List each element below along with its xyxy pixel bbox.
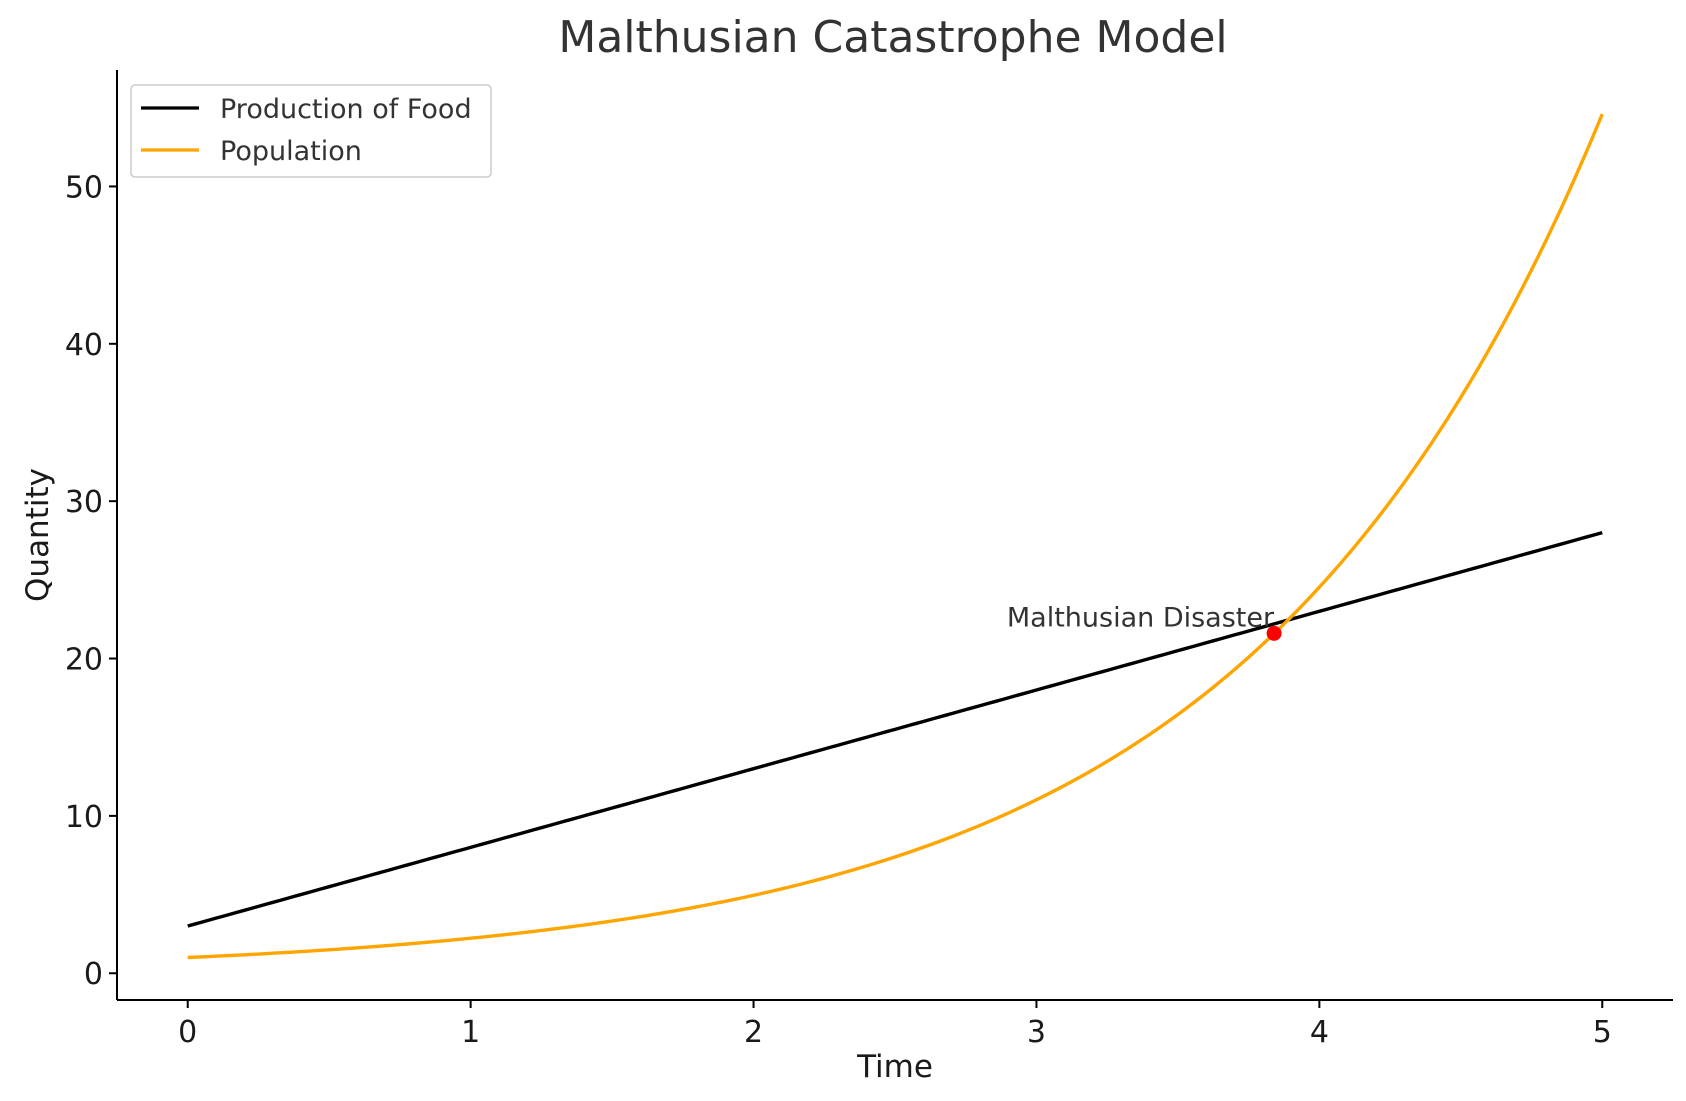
chart-title: Malthusian Catastrophe Model bbox=[558, 12, 1227, 63]
x-tick-label: 0 bbox=[178, 1015, 197, 1050]
y-tick-label: 20 bbox=[65, 643, 103, 678]
legend-label-food: Production of Food bbox=[220, 94, 472, 125]
malthusian-disaster-label: Malthusian Disaster bbox=[1007, 602, 1275, 633]
y-tick-label: 30 bbox=[65, 485, 103, 520]
malthusian-disaster-point bbox=[1266, 625, 1282, 641]
y-ticks: 0 10 20 30 40 50 bbox=[65, 170, 117, 992]
annotation-layer: Malthusian Disaster bbox=[1007, 602, 1282, 641]
y-tick-label: 0 bbox=[84, 957, 103, 992]
series-line-production-of-food bbox=[187, 531, 1603, 928]
y-tick-label: 40 bbox=[65, 328, 103, 363]
series-line-population bbox=[187, 113, 1604, 960]
x-tick-label: 5 bbox=[1593, 1015, 1612, 1050]
x-ticks: 0 1 2 3 4 5 bbox=[178, 1000, 1612, 1050]
x-axis-label: Time bbox=[856, 1049, 933, 1085]
y-tick-label: 50 bbox=[65, 170, 103, 205]
legend-label-population: Population bbox=[220, 136, 362, 167]
y-tick-label: 10 bbox=[65, 800, 103, 835]
legend: Production of Food Population bbox=[130, 84, 492, 178]
x-tick-label: 2 bbox=[744, 1015, 763, 1050]
x-tick-label: 3 bbox=[1027, 1015, 1046, 1050]
y-axis-label: Quantity bbox=[20, 468, 56, 602]
series-layer bbox=[187, 113, 1604, 960]
legend-box bbox=[130, 84, 492, 178]
x-tick-label: 4 bbox=[1310, 1015, 1329, 1050]
plot-area: Malthusian Disaster bbox=[187, 113, 1604, 960]
x-tick-label: 1 bbox=[461, 1015, 480, 1050]
